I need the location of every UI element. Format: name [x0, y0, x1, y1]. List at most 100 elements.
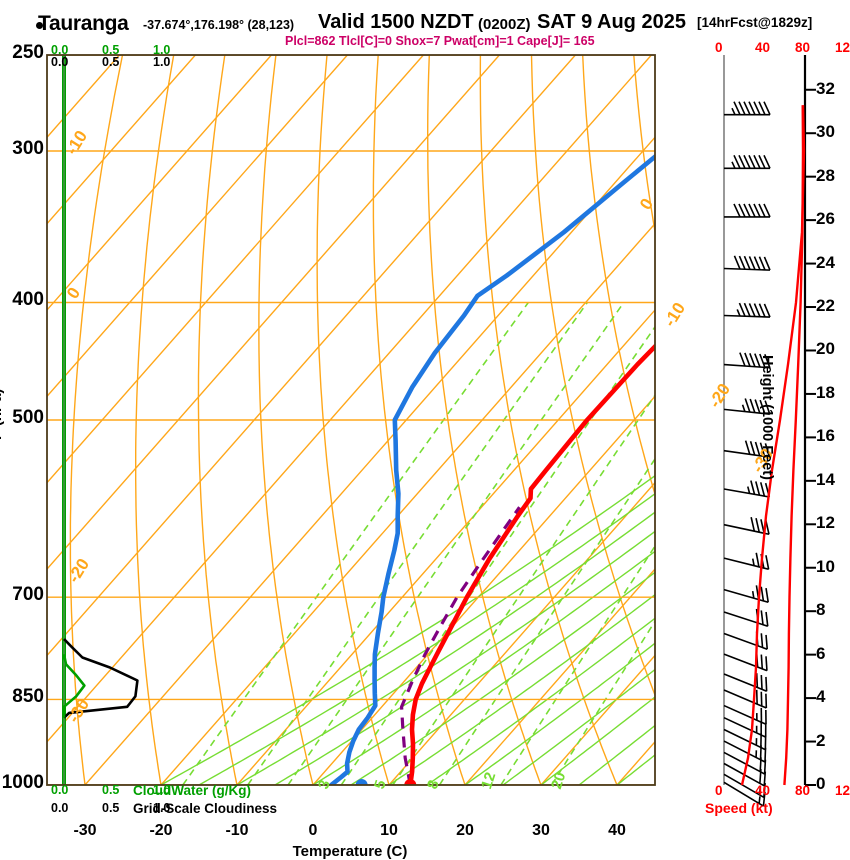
moist-adiabat-line	[236, 511, 655, 785]
cloudwater-tick-label-bottom: 1.0	[153, 783, 171, 797]
valid-time: Valid 1500 NZDT	[318, 11, 474, 33]
wind-barb	[723, 673, 768, 693]
cloudwater-tick-label-top: 1.0	[153, 43, 171, 57]
mixing-ratio-line	[392, 393, 655, 785]
surface-dewpoint-dot	[355, 779, 368, 785]
wind-barb	[723, 740, 767, 763]
height-tick-label: 0	[816, 774, 826, 793]
cloudiness-tick-label-bottom: 0.0	[51, 801, 69, 815]
moist-adiabat-line	[540, 696, 655, 785]
moist-adiabat-line	[350, 571, 655, 785]
skewt-interior	[47, 55, 850, 785]
wind-barb	[723, 352, 771, 369]
temperature-tick-label: -20	[149, 822, 173, 839]
moist-adiabat-line	[312, 550, 655, 785]
temperature-tick-label: 0	[308, 822, 318, 839]
height-tick-label: 26	[816, 209, 835, 229]
wind-barb	[723, 480, 771, 498]
height-tick-label: 30	[816, 122, 835, 142]
cloudiness-tick-label-top: 0.0	[51, 55, 69, 69]
temperature-tick-label: 30	[532, 822, 550, 839]
wind-barb	[724, 154, 771, 170]
moist-adiabat-line	[388, 593, 655, 785]
dry-adiabat-line	[479, 55, 618, 785]
temperature-tick-label: -30	[73, 822, 97, 839]
surface-temperature-dot	[404, 779, 417, 785]
dry-adiabat-line	[633, 55, 655, 236]
height-tick-label: 8	[816, 600, 826, 620]
wind-barb	[723, 716, 767, 738]
dry-adiabat-line	[426, 55, 542, 785]
wind-barb-group	[723, 101, 771, 807]
pressure-tick-label: 250	[12, 42, 44, 63]
wind-barb	[723, 440, 771, 458]
cloudiness-tick-label-top: 1.0	[153, 55, 171, 69]
speed-tick-label-top: 0	[715, 40, 723, 55]
dry-adiabat-line	[530, 55, 655, 697]
dry-adiabat-line	[197, 55, 238, 785]
height-tick-label: 18	[816, 382, 835, 402]
temperature-tick-label: 20	[456, 822, 474, 839]
valid-time-utc: (0200Z)	[478, 16, 531, 33]
mixing-ratio-line	[340, 325, 655, 785]
pressure-tick-label: 700	[12, 584, 44, 606]
wind-barb	[723, 781, 766, 807]
dry-adiabat-line	[372, 55, 466, 785]
height-tick-label: 4	[816, 687, 826, 707]
height-tick-label: 2	[816, 730, 826, 750]
wind-barb	[723, 728, 767, 751]
wind-barb	[723, 398, 771, 415]
wind-barb	[723, 585, 770, 604]
wind-barb	[723, 704, 767, 726]
height-axis-title: Height (1000 Feet)	[759, 355, 775, 480]
station-coordinates: -37.674°,176.198° (28,123)	[143, 18, 295, 32]
station-name: Tauranga	[38, 12, 129, 35]
cloudiness-tick-label-top: 0.5	[102, 55, 120, 69]
height-tick-label: 28	[816, 165, 835, 185]
height-tick-label: 6	[816, 643, 826, 663]
windspeed-profile	[740, 105, 806, 786]
wind-barb	[723, 608, 769, 627]
speed-tick-label-top: 120	[835, 40, 850, 55]
height-tick-label: 12	[816, 513, 835, 533]
sounding-parameters: Plcl=862 Tlcl[C]=0 Shox=7 Pwat[cm]=1 Cap…	[285, 34, 595, 48]
mixing-ratio-line	[438, 457, 655, 785]
moist-adiabat-line	[160, 474, 655, 785]
moist-adiabat-line	[426, 617, 655, 785]
speed-tick-label-bottom: 40	[755, 783, 771, 798]
mixing-ratio-line	[182, 302, 529, 785]
moist-adiabat-line	[464, 642, 655, 785]
height-tick-label: 20	[816, 339, 835, 359]
wind-barb	[723, 302, 771, 318]
wind-barb	[723, 255, 771, 271]
dry-adiabat-line	[838, 55, 850, 785]
temperature-axis-title: Temperature (C)	[292, 843, 408, 860]
isotherm-line	[540, 654, 655, 785]
wind-barb	[723, 517, 770, 536]
cloudwater-axis-title: CloudWater (g/Kg)	[133, 783, 251, 798]
moist-adiabat-line	[198, 492, 655, 785]
valid-date: SAT 9 Aug 2025	[537, 11, 686, 33]
wind-barb	[724, 203, 771, 218]
wind-barb	[724, 101, 771, 116]
cloudwater-tick-label-bottom: 0.5	[102, 783, 120, 797]
parcel-trace	[399, 506, 521, 785]
cloudwater-tick-label-top: 0.5	[102, 43, 120, 57]
dry-adiabat-line	[135, 55, 175, 785]
temperature-trace	[408, 343, 655, 785]
wind-barb	[723, 631, 769, 650]
station-dot-icon	[36, 22, 43, 29]
speed-tick-label-bottom: 120	[835, 783, 850, 798]
height-tick-label: 14	[816, 469, 835, 489]
speed-tick-label-top: 40	[755, 40, 771, 55]
cloudiness-axis-title: Grid-Scale Cloudiness	[133, 801, 278, 816]
height-tick-label: 22	[816, 296, 835, 316]
speed-tick-label-top: 80	[795, 40, 811, 55]
temperature-tick-label: -10	[225, 822, 249, 839]
windspeed-profile-right	[783, 105, 805, 786]
cloudwater-tick-label-bottom: 0.0	[51, 783, 69, 797]
pressure-tick-label: 400	[12, 289, 44, 311]
isotherm-line	[47, 55, 196, 225]
moist-adiabat-line	[502, 668, 655, 785]
